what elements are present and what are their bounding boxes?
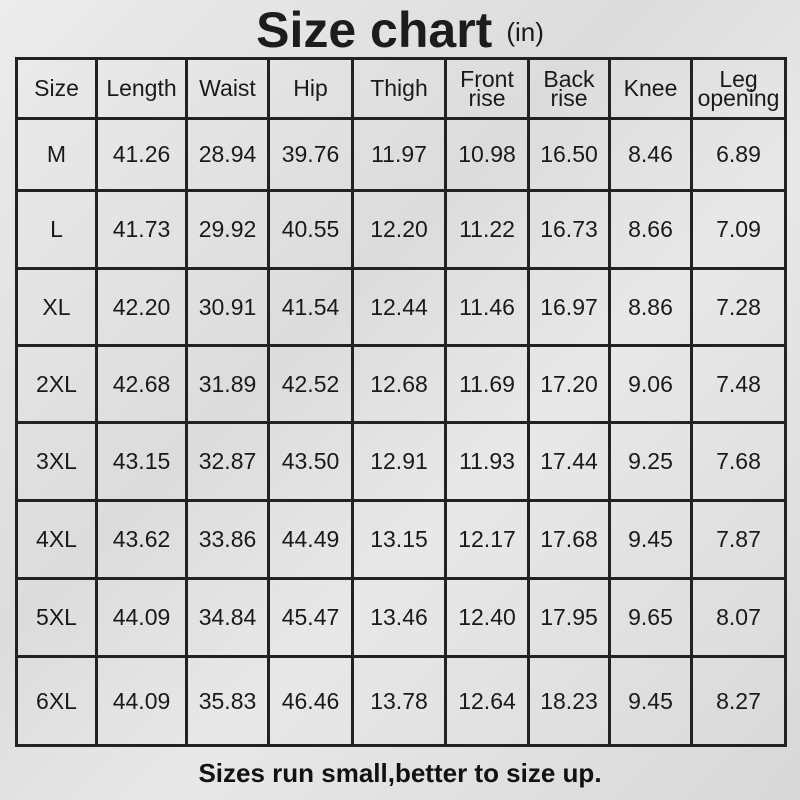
size-cell: 5XL [15, 577, 98, 658]
measurement-cell: 32.87 [185, 421, 270, 502]
measurement-cell: 12.44 [351, 267, 447, 347]
column-header: Size [15, 57, 98, 120]
column-header: Leg opening [690, 57, 787, 120]
table-row: 4XL 43.62 33.86 44.49 13.15 12.17 17.68 9.45 7.8… [15, 499, 787, 580]
measurement-cell: 16.73 [527, 189, 611, 270]
measurement-cell: 11.22 [444, 189, 530, 270]
size-cell: 4XL [15, 499, 98, 580]
size-cell: 3XL [15, 421, 98, 502]
column-header: Knee [608, 57, 693, 120]
measurement-cell: 12.20 [351, 189, 447, 270]
column-header: Waist [185, 57, 270, 120]
size-cell: 2XL [15, 344, 98, 424]
chart-title: Size chart (in) [0, 0, 800, 58]
measurement-cell: 13.78 [351, 655, 447, 747]
measurement-cell: 42.68 [95, 344, 188, 424]
measurement-cell: 16.97 [527, 267, 611, 347]
column-header: Front rise [444, 57, 530, 120]
column-header: Thigh [351, 57, 447, 120]
measurement-cell: 28.94 [185, 117, 270, 192]
measurement-cell: 43.62 [95, 499, 188, 580]
table-row: 2XL 42.68 31.89 42.52 12.68 11.69 17.20 9.06 7.4… [15, 344, 787, 424]
size-cell: XL [15, 267, 98, 347]
measurement-cell: 16.50 [527, 117, 611, 192]
measurement-cell: 17.68 [527, 499, 611, 580]
measurement-cell: 8.07 [690, 577, 787, 658]
measurement-cell: 11.46 [444, 267, 530, 347]
measurement-cell: 44.49 [267, 499, 354, 580]
measurement-cell: 11.93 [444, 421, 530, 502]
measurement-cell: 11.97 [351, 117, 447, 192]
measurement-cell: 8.46 [608, 117, 693, 192]
measurement-cell: 33.86 [185, 499, 270, 580]
column-header: Length [95, 57, 188, 120]
measurement-cell: 7.68 [690, 421, 787, 502]
measurement-cell: 43.15 [95, 421, 188, 502]
measurement-cell: 7.09 [690, 189, 787, 270]
measurement-cell: 44.09 [95, 577, 188, 658]
measurement-cell: 30.91 [185, 267, 270, 347]
size-note: Sizes run small,better to size up. [198, 758, 602, 788]
measurement-cell: 17.95 [527, 577, 611, 658]
measurement-cell: 11.69 [444, 344, 530, 424]
measurement-cell: 42.20 [95, 267, 188, 347]
title-text: Size chart [256, 2, 493, 58]
measurement-cell: 7.48 [690, 344, 787, 424]
measurement-cell: 31.89 [185, 344, 270, 424]
measurement-cell: 13.46 [351, 577, 447, 658]
table-row: 6XL 44.09 35.83 46.46 13.78 12.64 18.23 9.45 8.2… [15, 655, 787, 747]
measurement-cell: 7.87 [690, 499, 787, 580]
measurement-cell: 44.09 [95, 655, 188, 747]
measurement-cell: 9.65 [608, 577, 693, 658]
measurement-cell: 17.44 [527, 421, 611, 502]
measurement-cell: 17.20 [527, 344, 611, 424]
column-header: Hip [267, 57, 354, 120]
measurement-cell: 7.28 [690, 267, 787, 347]
size-cell: M [15, 117, 98, 192]
size-table: Size Length Waist Hip Thigh Front rise Back rise… [15, 57, 787, 747]
measurement-cell: 13.15 [351, 499, 447, 580]
measurement-cell: 41.26 [95, 117, 188, 192]
size-cell: L [15, 189, 98, 270]
size-cell: 6XL [15, 655, 98, 747]
measurement-cell: 8.86 [608, 267, 693, 347]
table-row: 3XL 43.15 32.87 43.50 12.91 11.93 17.44 9.25 7.6… [15, 421, 787, 502]
measurement-cell: 9.25 [608, 421, 693, 502]
measurement-cell: 35.83 [185, 655, 270, 747]
measurement-cell: 29.92 [185, 189, 270, 270]
measurement-cell: 12.68 [351, 344, 447, 424]
table-row: L 41.73 29.92 40.55 12.20 11.22 16.73 8.66 7.09 [15, 189, 787, 270]
measurement-cell: 9.45 [608, 655, 693, 747]
measurement-cell: 10.98 [444, 117, 530, 192]
measurement-cell: 12.91 [351, 421, 447, 502]
measurement-cell: 41.73 [95, 189, 188, 270]
unit-label: (in) [506, 17, 544, 47]
measurement-cell: 12.64 [444, 655, 530, 747]
measurement-cell: 39.76 [267, 117, 354, 192]
table-row: 5XL 44.09 34.84 45.47 13.46 12.40 17.95 9.65 8.0… [15, 577, 787, 658]
measurement-cell: 8.66 [608, 189, 693, 270]
measurement-cell: 40.55 [267, 189, 354, 270]
header-row: Size Length Waist Hip Thigh Front rise Back rise… [15, 57, 787, 120]
table-row: XL 42.20 30.91 41.54 12.44 11.46 16.97 8.86 7.28 [15, 267, 787, 347]
measurement-cell: 6.89 [690, 117, 787, 192]
measurement-cell: 46.46 [267, 655, 354, 747]
measurement-cell: 8.27 [690, 655, 787, 747]
column-header: Back rise [527, 57, 611, 120]
measurement-cell: 42.52 [267, 344, 354, 424]
measurement-cell: 34.84 [185, 577, 270, 658]
measurement-cell: 12.17 [444, 499, 530, 580]
measurement-cell: 45.47 [267, 577, 354, 658]
table-row: M 41.26 28.94 39.76 11.97 10.98 16.50 8.46 6.89 [15, 117, 787, 192]
measurement-cell: 18.23 [527, 655, 611, 747]
measurement-cell: 12.40 [444, 577, 530, 658]
measurement-cell: 43.50 [267, 421, 354, 502]
measurement-cell: 9.45 [608, 499, 693, 580]
measurement-cell: 41.54 [267, 267, 354, 347]
measurement-cell: 9.06 [608, 344, 693, 424]
